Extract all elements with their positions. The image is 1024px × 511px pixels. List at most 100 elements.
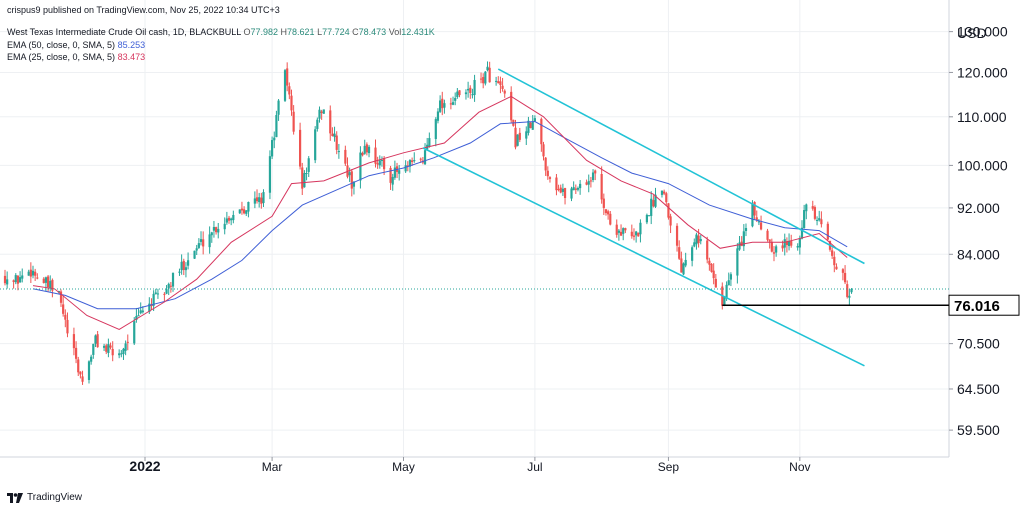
candle[interactable]	[288, 82, 291, 100]
candle[interactable]	[51, 278, 54, 298]
candle[interactable]	[292, 105, 295, 135]
candle[interactable]	[270, 136, 274, 160]
candle[interactable]	[225, 211, 228, 225]
candle[interactable]	[579, 180, 582, 195]
candle[interactable]	[695, 232, 698, 250]
candle[interactable]	[389, 165, 392, 190]
candle[interactable]	[346, 157, 349, 179]
candle[interactable]	[359, 146, 362, 189]
candle[interactable]	[607, 209, 610, 220]
candle[interactable]	[469, 85, 472, 99]
candle[interactable]	[660, 190, 664, 198]
candle[interactable]	[374, 139, 377, 168]
candle[interactable]	[482, 73, 485, 89]
candle[interactable]	[684, 252, 687, 268]
candle[interactable]	[303, 170, 306, 188]
candle[interactable]	[135, 307, 138, 323]
candle[interactable]	[223, 217, 226, 235]
candle[interactable]	[434, 117, 437, 147]
candle[interactable]	[458, 90, 461, 98]
candle[interactable]	[367, 144, 371, 158]
candle[interactable]	[622, 227, 625, 241]
candle[interactable]	[518, 127, 521, 143]
candle[interactable]	[609, 211, 612, 226]
candle[interactable]	[423, 143, 427, 165]
candle[interactable]	[708, 257, 711, 271]
candle[interactable]	[464, 89, 468, 100]
candle[interactable]	[826, 221, 829, 241]
candle[interactable]	[473, 74, 476, 102]
candle[interactable]	[36, 273, 39, 280]
candle[interactable]	[139, 302, 142, 315]
candle[interactable]	[759, 215, 763, 231]
candle[interactable]	[714, 273, 717, 288]
candle[interactable]	[154, 288, 157, 295]
candle[interactable]	[574, 184, 577, 195]
candle[interactable]	[439, 95, 442, 113]
candle[interactable]	[772, 246, 776, 262]
candle[interactable]	[255, 189, 259, 204]
candle[interactable]	[654, 187, 657, 208]
candle[interactable]	[848, 289, 851, 306]
candle[interactable]	[165, 285, 168, 295]
candle[interactable]	[331, 127, 334, 137]
candle[interactable]	[738, 236, 741, 251]
candle[interactable]	[428, 132, 431, 148]
candle[interactable]	[675, 223, 679, 252]
candle[interactable]	[102, 343, 106, 351]
candle[interactable]	[790, 234, 793, 248]
candle[interactable]	[337, 143, 340, 159]
candle[interactable]	[811, 200, 814, 211]
candle[interactable]	[156, 288, 160, 299]
candle[interactable]	[678, 240, 681, 260]
candle[interactable]	[645, 213, 648, 225]
channel-lower-line[interactable]	[422, 147, 865, 367]
candle[interactable]	[710, 263, 713, 273]
candle[interactable]	[118, 349, 121, 359]
candle[interactable]	[182, 258, 185, 276]
candle[interactable]	[81, 370, 84, 385]
candle[interactable]	[378, 155, 381, 169]
candle[interactable]	[283, 68, 287, 102]
candle[interactable]	[604, 208, 608, 216]
candle[interactable]	[699, 235, 702, 245]
candle[interactable]	[766, 228, 769, 242]
candle[interactable]	[66, 312, 69, 338]
candle[interactable]	[443, 99, 446, 114]
candle[interactable]	[647, 215, 651, 217]
candle[interactable]	[467, 81, 470, 98]
candle[interactable]	[650, 191, 653, 225]
candle[interactable]	[600, 166, 603, 204]
candle[interactable]	[253, 191, 256, 209]
candle[interactable]	[471, 88, 474, 99]
candle[interactable]	[559, 184, 562, 194]
candle[interactable]	[529, 121, 532, 129]
candle[interactable]	[503, 89, 506, 98]
candle[interactable]	[587, 174, 590, 193]
candle[interactable]	[436, 108, 440, 124]
candle[interactable]	[238, 209, 241, 215]
candle[interactable]	[126, 334, 129, 351]
candle[interactable]	[667, 203, 670, 220]
candle[interactable]	[275, 110, 278, 138]
candle[interactable]	[665, 191, 668, 206]
candle[interactable]	[260, 192, 263, 209]
candle[interactable]	[531, 114, 534, 130]
candle[interactable]	[217, 222, 220, 239]
candle[interactable]	[697, 228, 700, 248]
candle[interactable]	[499, 76, 502, 94]
candle[interactable]	[227, 215, 231, 224]
candle[interactable]	[572, 181, 575, 191]
candle[interactable]	[361, 151, 364, 157]
candle[interactable]	[122, 347, 125, 360]
candle[interactable]	[197, 238, 200, 249]
candle[interactable]	[527, 116, 530, 136]
candle[interactable]	[180, 254, 183, 275]
candle[interactable]	[693, 238, 696, 248]
candle[interactable]	[242, 206, 246, 215]
candle[interactable]	[49, 275, 52, 292]
candle[interactable]	[210, 231, 213, 243]
candle[interactable]	[843, 265, 847, 285]
candle[interactable]	[544, 157, 547, 176]
